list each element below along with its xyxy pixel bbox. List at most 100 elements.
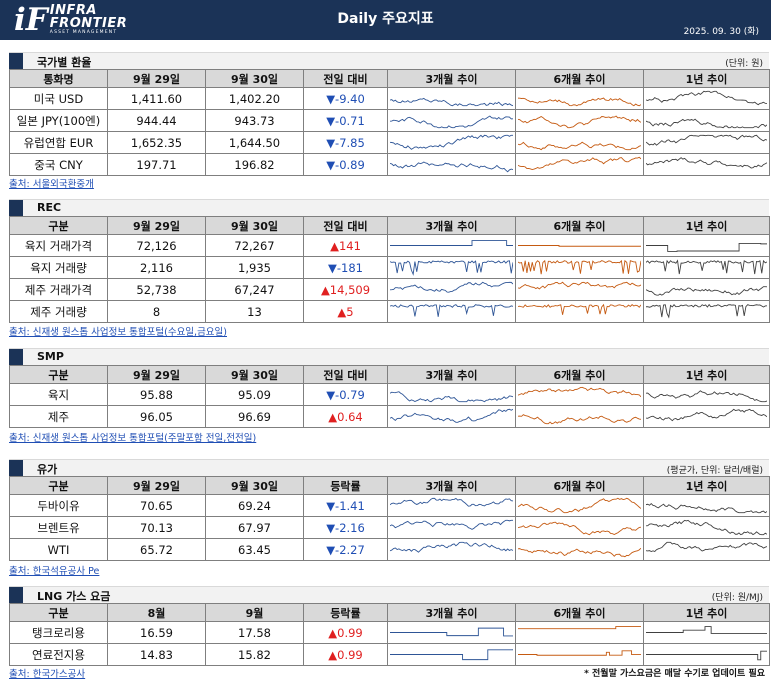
source-link[interactable]: 출처: 한국가스공사 xyxy=(9,669,86,680)
sparkline-path xyxy=(518,282,641,289)
sparkline-1y xyxy=(643,234,770,257)
sparkline-1y xyxy=(643,278,770,301)
sparkline-3m xyxy=(387,256,516,279)
change-amount: -9.40 xyxy=(335,91,365,106)
source-link[interactable]: 출처: 신재생 원스톱 사업정보 통합포털(수요일,금요일) xyxy=(9,327,227,338)
section-marker xyxy=(9,349,23,365)
column-header: 구분 xyxy=(9,216,108,235)
sparkline-1y xyxy=(643,405,770,428)
column-header: 6개월 추이 xyxy=(515,603,644,622)
change-value: ▼ -0.71 xyxy=(326,114,365,128)
column-header: 9월 30일 xyxy=(205,476,304,495)
sparkline-path xyxy=(390,520,513,529)
sparkline-path xyxy=(646,391,767,402)
data-table: 구분 9월 29일 9월 30일 전일 대비 3개월 추이 6개월 추이 1년 추이 육지 95… xyxy=(9,365,770,428)
column-header: 1년 추이 xyxy=(643,476,770,495)
sparkline-path xyxy=(646,135,767,145)
change-amount: 5 xyxy=(346,304,354,319)
up-triangle-icon: ▲ xyxy=(328,625,338,640)
cell-name: 육지 거래량 xyxy=(9,256,108,279)
source-link[interactable]: 출처: 서울외국환중개 xyxy=(9,179,94,190)
section-header: 유가 (평균가, 단위: 달러/배럴) xyxy=(9,459,769,476)
source-link[interactable]: 출처: 한국석유공사 Pe xyxy=(9,566,100,577)
sparkline-path xyxy=(390,628,513,636)
data-table: 구분 9월 29일 9월 30일 등락률 3개월 추이 6개월 추이 1년 추이 두바이유 70… xyxy=(9,476,770,561)
sparkline-6m xyxy=(515,87,644,110)
column-header: 전일 대비 xyxy=(303,216,388,235)
sparkline-path xyxy=(646,627,767,634)
up-triangle-icon: ▲ xyxy=(330,238,339,253)
sparkline-1y xyxy=(643,621,770,644)
sparkline-path xyxy=(518,116,641,128)
column-header: 3개월 추이 xyxy=(387,603,516,622)
change-amount: -0.79 xyxy=(335,387,365,402)
sparkline-path xyxy=(646,287,767,296)
sparkline-path xyxy=(518,246,641,247)
down-triangle-icon: ▼ xyxy=(326,135,336,150)
sparkline-6m xyxy=(515,494,644,517)
table-row: 탱크로리용 16.59 17.58 ▲ 0.99 xyxy=(9,621,770,644)
up-triangle-icon: ▲ xyxy=(320,282,330,297)
column-header: 통화명 xyxy=(9,69,108,88)
section-unit: (단위: 원) xyxy=(725,59,763,69)
cell-change: ▼ -0.89 xyxy=(303,153,388,176)
sparkline-path xyxy=(390,98,513,105)
cell-change: ▲ 141 xyxy=(303,234,388,257)
table-header-row: 구분 8월 9월 등락률 3개월 추이 6개월 추이 1년 추이 xyxy=(9,603,770,622)
section-marker xyxy=(9,587,23,603)
sparkline-path xyxy=(646,542,767,551)
change-value: ▲ 0.64 xyxy=(328,410,362,424)
source-link[interactable]: 출처: 신재생 원스톱 사업정보 통합포털(주말포함 전일,전전일) xyxy=(9,433,257,444)
sparkline-path xyxy=(518,142,641,150)
change-amount: -2.16 xyxy=(335,520,365,535)
sparkline-path xyxy=(518,627,641,629)
cell-prev: 96.05 xyxy=(107,405,206,428)
sparkline-1y xyxy=(643,643,770,666)
sparkline-6m xyxy=(515,621,644,644)
section-2: SMP 구분 9월 29일 9월 30일 전일 대비 3개월 추이 6개월 추이 1년 추이 육… xyxy=(9,348,770,428)
cell-name: 브렌트유 xyxy=(9,516,108,539)
column-header: 8월 xyxy=(107,603,206,622)
cell-name: 육지 거래가격 xyxy=(9,234,108,257)
footnote: * 전월말 가스요금은 매달 수기로 업데이트 필요 xyxy=(584,669,765,679)
change-value: ▼ -0.79 xyxy=(326,388,365,402)
sparkline-1y xyxy=(643,516,770,539)
column-header: 6개월 추이 xyxy=(515,69,644,88)
column-header: 9월 30일 xyxy=(205,365,304,384)
sparkline-path xyxy=(518,157,641,169)
cell-curr: 1,402.20 xyxy=(205,87,304,110)
data-table: 구분 8월 9월 등락률 3개월 추이 6개월 추이 1년 추이 탱크로리용 16.59 17.5… xyxy=(9,603,770,666)
sparkline-path xyxy=(646,305,767,317)
column-header: 3개월 추이 xyxy=(387,216,516,235)
cell-curr: 69.24 xyxy=(205,494,304,517)
cell-curr: 15.82 xyxy=(205,643,304,666)
change-amount: -0.71 xyxy=(335,113,365,128)
sparkline-path xyxy=(646,520,767,534)
sparkline-path xyxy=(390,305,513,317)
cell-name: 연료전지용 xyxy=(9,643,108,666)
cell-prev: 1,411.60 xyxy=(107,87,206,110)
sparkline-3m xyxy=(387,621,516,644)
cell-curr: 96.69 xyxy=(205,405,304,428)
cell-curr: 13 xyxy=(205,300,304,323)
column-header: 6개월 추이 xyxy=(515,365,644,384)
column-header: 3개월 추이 xyxy=(387,69,516,88)
sparkline-path xyxy=(646,409,767,420)
sparkline-path xyxy=(390,542,513,552)
change-value: ▼ -9.40 xyxy=(326,92,365,106)
section-title: 유가 xyxy=(37,463,58,476)
sparkline-path xyxy=(646,261,767,274)
cell-prev: 95.88 xyxy=(107,383,206,406)
sparkline-path xyxy=(518,305,641,315)
cell-name: 일본 JPY(100엔) xyxy=(9,109,108,132)
change-value: ▲ 0.99 xyxy=(328,648,362,662)
cell-prev: 52,738 xyxy=(107,278,206,301)
sparkline-1y xyxy=(643,256,770,279)
change-amount: 0.64 xyxy=(337,409,363,424)
sparkline-path xyxy=(518,498,641,512)
cell-curr: 63.45 xyxy=(205,538,304,561)
sparkline-1y xyxy=(643,153,770,176)
cell-curr: 72,267 xyxy=(205,234,304,257)
sparkline-3m xyxy=(387,278,516,301)
cell-name: 제주 거래량 xyxy=(9,300,108,323)
